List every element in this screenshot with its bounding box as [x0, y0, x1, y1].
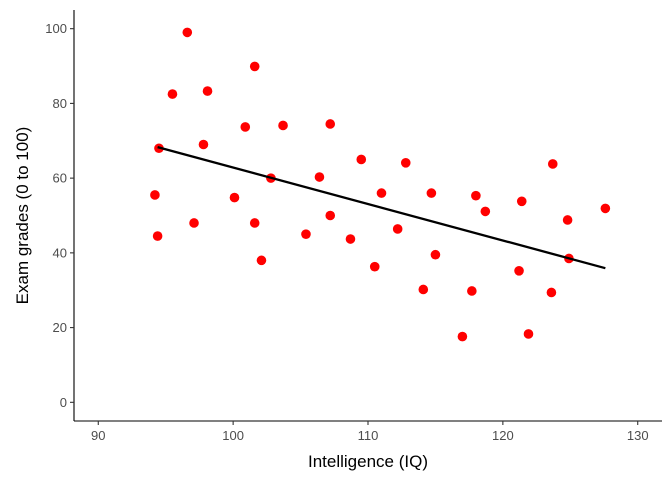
data-point — [189, 218, 199, 228]
data-point — [167, 89, 178, 99]
data-point — [376, 188, 387, 198]
data-point — [202, 86, 213, 96]
data-point — [356, 154, 367, 165]
data-points — [150, 27, 611, 342]
data-point — [514, 265, 524, 276]
data-point — [369, 261, 380, 272]
y-tick-label: 60 — [53, 171, 67, 186]
data-point — [467, 286, 477, 296]
data-point — [546, 287, 557, 298]
data-point — [198, 139, 209, 150]
y-axis: 0 20 40 60 80 100 — [45, 10, 75, 421]
trend-line — [157, 146, 606, 270]
y-tick-label: 80 — [53, 96, 67, 111]
data-point — [392, 224, 403, 234]
data-point — [150, 190, 160, 200]
data-point — [240, 122, 251, 132]
x-tick-label: 130 — [627, 428, 649, 443]
data-point — [418, 284, 429, 295]
x-axis-title: Intelligence (IQ) — [308, 452, 428, 471]
data-point — [278, 120, 288, 131]
x-tick-label: 120 — [492, 428, 514, 443]
data-point — [325, 119, 336, 129]
x-axis: 90 100 110 120 130 — [74, 420, 662, 443]
data-point — [256, 255, 267, 266]
data-point — [301, 229, 311, 239]
data-point — [480, 206, 491, 217]
data-point — [152, 231, 163, 241]
data-point — [516, 196, 527, 207]
data-point — [523, 329, 534, 339]
data-point — [314, 172, 325, 182]
x-tick-label: 110 — [358, 428, 379, 443]
data-point — [547, 159, 558, 169]
data-point — [600, 203, 611, 214]
data-point — [345, 234, 356, 244]
x-tick-label: 90 — [91, 428, 105, 443]
data-point — [400, 158, 411, 168]
y-tick-label: 20 — [53, 320, 67, 335]
y-tick-label: 40 — [53, 245, 67, 260]
data-point — [182, 27, 193, 38]
x-tick-label: 100 — [222, 428, 244, 443]
y-tick-label: 100 — [45, 21, 67, 36]
data-point — [471, 190, 481, 201]
data-point — [229, 192, 240, 203]
data-point — [249, 218, 260, 228]
trend-line-group — [157, 146, 606, 270]
data-point — [249, 61, 260, 72]
data-point — [562, 215, 573, 225]
y-tick-label: 0 — [60, 395, 67, 410]
data-point — [426, 188, 437, 198]
y-axis-title: Exam grades (0 to 100) — [13, 127, 32, 305]
data-point — [457, 331, 468, 342]
data-point — [430, 249, 441, 260]
data-point — [325, 210, 336, 221]
